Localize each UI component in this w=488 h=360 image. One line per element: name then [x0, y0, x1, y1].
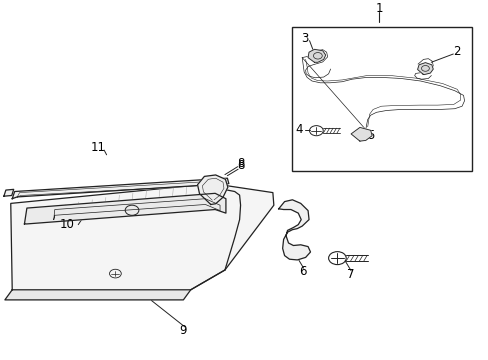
Text: 8: 8	[237, 159, 244, 172]
Polygon shape	[350, 127, 371, 141]
Polygon shape	[417, 63, 432, 75]
Text: 7: 7	[346, 268, 354, 281]
Text: 11: 11	[90, 141, 105, 154]
Text: 9: 9	[179, 324, 187, 337]
Text: 6: 6	[299, 265, 306, 278]
Bar	[291, 27, 471, 171]
Polygon shape	[5, 290, 190, 300]
Text: 2: 2	[452, 45, 460, 58]
Polygon shape	[307, 49, 325, 62]
Text: 5: 5	[366, 129, 374, 142]
Text: 10: 10	[60, 219, 75, 231]
Text: 4: 4	[295, 123, 303, 136]
Polygon shape	[4, 189, 14, 196]
Polygon shape	[197, 175, 227, 204]
Text: 8: 8	[237, 157, 244, 170]
Polygon shape	[278, 200, 310, 260]
Polygon shape	[11, 184, 273, 290]
Text: 1: 1	[374, 3, 382, 15]
Polygon shape	[12, 178, 228, 199]
Text: 3: 3	[301, 32, 308, 45]
Polygon shape	[24, 193, 225, 224]
